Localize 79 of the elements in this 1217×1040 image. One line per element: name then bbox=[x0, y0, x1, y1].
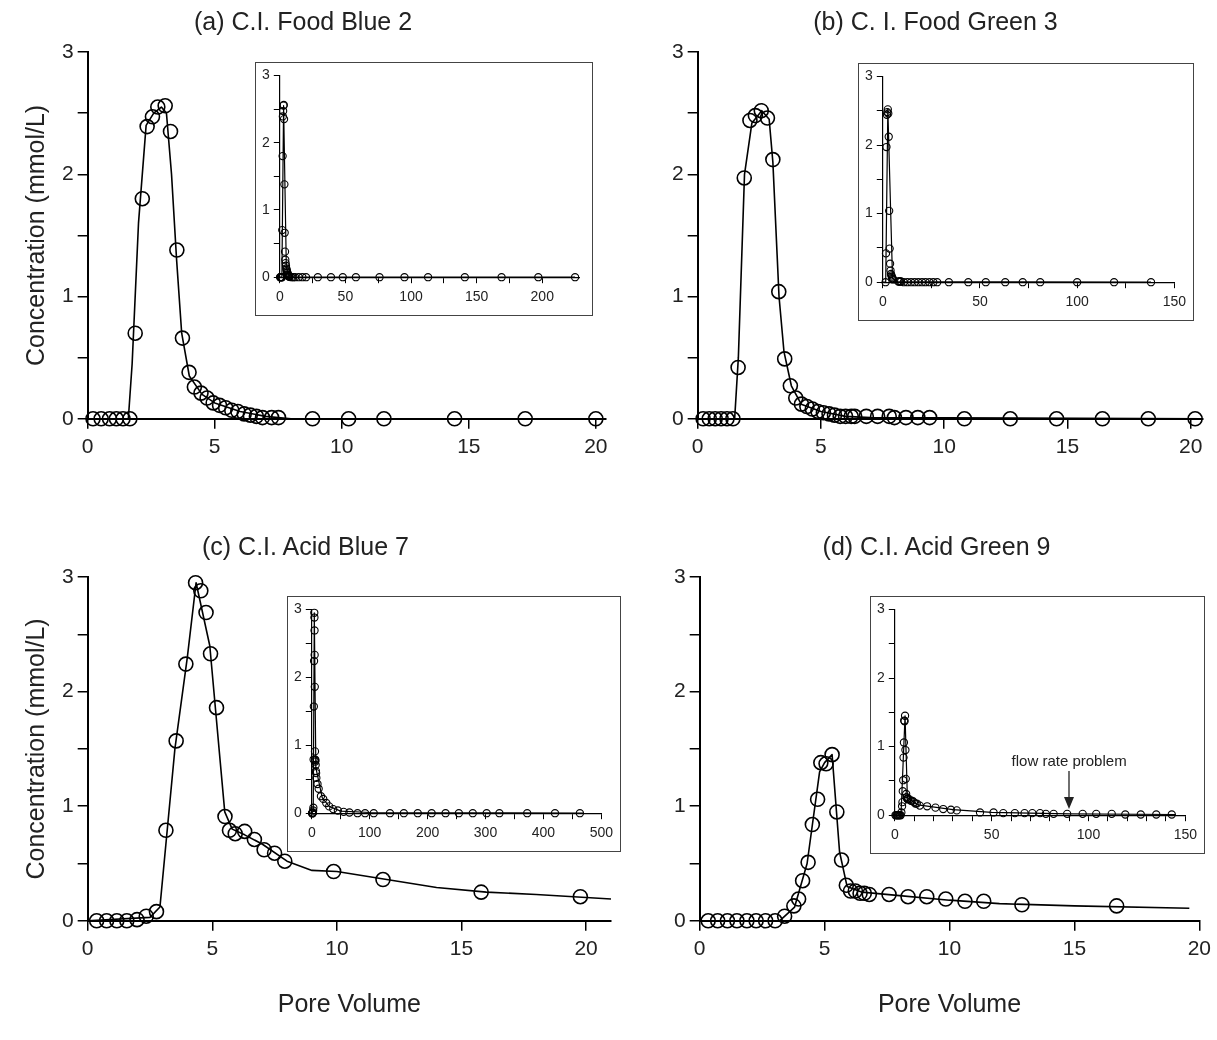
x-tick-label: 150 bbox=[1162, 293, 1187, 310]
x-tick-label: 5 bbox=[818, 936, 831, 960]
x-tick-label: 10 bbox=[330, 434, 354, 458]
x-tick-label: 100 bbox=[358, 824, 382, 841]
y-tick-label: 3 bbox=[261, 66, 270, 83]
y-tick-label: 3 bbox=[673, 563, 686, 587]
y-tick-label: 0 bbox=[61, 405, 74, 429]
x-tick-label: 0 bbox=[691, 434, 704, 458]
x-tick-label: 50 bbox=[983, 826, 1000, 843]
y-tick-label: 1 bbox=[261, 200, 270, 217]
x-tick-label: 20 bbox=[1187, 936, 1211, 960]
y-tick-label: 2 bbox=[61, 678, 74, 702]
y-tick-label: 1 bbox=[876, 737, 885, 754]
y-tick-label: 2 bbox=[671, 161, 684, 185]
x-tick-label: 10 bbox=[937, 936, 962, 960]
x-axis-title: Pore Volume bbox=[277, 988, 421, 1017]
x-tick-label: 100 bbox=[1076, 826, 1101, 843]
x-tick-label: 5 bbox=[815, 434, 827, 458]
y-tick-label: 2 bbox=[61, 161, 74, 185]
y-tick-label: 2 bbox=[864, 135, 873, 152]
x-tick-label: 15 bbox=[1062, 936, 1087, 960]
x-tick-label: 300 bbox=[473, 824, 498, 841]
y-tick-label: 1 bbox=[673, 793, 686, 816]
x-tick-label: 50 bbox=[972, 293, 988, 310]
x-tick-label: 150 bbox=[464, 288, 489, 305]
y-tick-label: 0 bbox=[261, 268, 270, 285]
x-tick-label: 5 bbox=[208, 434, 221, 458]
x-tick-label: 0 bbox=[693, 936, 706, 960]
x-tick-label: 15 bbox=[1055, 434, 1080, 458]
y-tick-label: 0 bbox=[673, 907, 686, 931]
x-tick-label: 100 bbox=[1065, 293, 1090, 310]
y-tick-label: 1 bbox=[671, 283, 684, 307]
y-tick-label: 3 bbox=[293, 600, 302, 617]
x-tick-label: 0 bbox=[890, 826, 899, 843]
y-tick-label: 0 bbox=[61, 907, 74, 931]
x-tick-label: 0 bbox=[307, 824, 316, 841]
x-tick-label: 20 bbox=[574, 936, 598, 960]
y-tick-label: 0 bbox=[876, 806, 885, 823]
y-tick-label: 2 bbox=[876, 668, 885, 685]
x-axis-title: Pore Volume bbox=[877, 988, 1022, 1017]
x-tick-label: 0 bbox=[81, 936, 94, 960]
y-tick-label: 2 bbox=[673, 678, 686, 702]
x-tick-label: 200 bbox=[530, 288, 555, 305]
y-tick-label: 3 bbox=[61, 563, 74, 587]
annotation: flow rate problem bbox=[1011, 751, 1127, 769]
x-tick-label: 150 bbox=[1173, 826, 1198, 843]
x-tick-label: 0 bbox=[275, 288, 284, 305]
y-tick-label: 1 bbox=[864, 204, 873, 221]
y-tick-label: 3 bbox=[671, 38, 684, 62]
y-tick-label: 3 bbox=[876, 600, 885, 617]
y-tick-label: 1 bbox=[293, 736, 302, 753]
x-tick-label: 500 bbox=[589, 824, 614, 841]
x-tick-label: 200 bbox=[415, 824, 440, 841]
y-tick-label: 0 bbox=[293, 804, 302, 821]
x-tick-label: 15 bbox=[457, 434, 481, 458]
x-tick-label: 20 bbox=[1179, 434, 1203, 458]
x-tick-label: 50 bbox=[337, 288, 354, 305]
x-tick-label: 0 bbox=[81, 434, 94, 458]
y-tick-label: 1 bbox=[61, 793, 74, 816]
y-tick-label: 2 bbox=[261, 133, 270, 150]
y-tick-label: 0 bbox=[671, 405, 684, 429]
chart-title: (c) C.I. Acid Blue 7 bbox=[201, 531, 410, 560]
x-tick-label: 5 bbox=[206, 936, 219, 960]
y-tick-label: 2 bbox=[293, 668, 302, 685]
x-tick-label: 15 bbox=[449, 936, 474, 960]
y-tick-label: 3 bbox=[864, 67, 873, 84]
x-tick-label: 400 bbox=[531, 824, 556, 841]
x-tick-label: 10 bbox=[325, 936, 349, 960]
x-tick-label: 100 bbox=[399, 288, 423, 305]
chart-title: (d) C.I. Acid Green 9 bbox=[822, 531, 1051, 560]
x-tick-label: 10 bbox=[932, 434, 956, 458]
y-tick-label: 1 bbox=[61, 283, 74, 307]
y-tick-label: 0 bbox=[864, 273, 873, 290]
chart-title: (b) C. I. Food Green 3 bbox=[813, 6, 1058, 35]
y-axis-title: Concentration (mmol/L) bbox=[20, 618, 49, 880]
x-tick-label: 20 bbox=[584, 434, 608, 458]
y-axis-title: Concentration (mmol/L) bbox=[20, 104, 49, 367]
y-tick-label: 3 bbox=[61, 38, 74, 62]
chart-title: (a) C.I. Food Blue 2 bbox=[193, 6, 413, 35]
